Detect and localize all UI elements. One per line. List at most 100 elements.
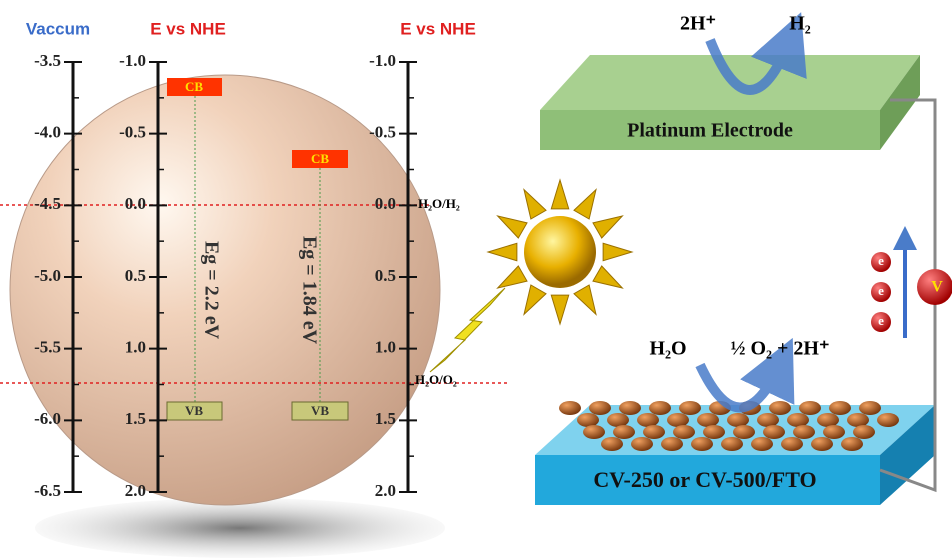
cb-label: CB: [311, 151, 329, 166]
vb-box: [166, 401, 223, 421]
particle: [661, 437, 683, 451]
tick-label: -5.5: [34, 338, 61, 357]
tick-label: -4.5: [34, 194, 61, 213]
tick-label: -1.0: [119, 51, 146, 70]
tick-label: -0.5: [119, 123, 146, 142]
particle: [751, 437, 773, 451]
particle: [853, 425, 875, 439]
particle: [613, 425, 635, 439]
particle: [637, 413, 659, 427]
particle: [691, 437, 713, 451]
tick-label: -6.5: [34, 481, 61, 500]
tick-label: -5.0: [34, 266, 61, 285]
particle: [811, 437, 833, 451]
ray: [592, 215, 624, 239]
ray: [550, 178, 570, 210]
reactant: 2H⁺: [680, 13, 716, 35]
fto-front: [535, 455, 880, 505]
cb-label: CB: [185, 79, 203, 94]
cb-box: [167, 78, 222, 96]
particle: [781, 437, 803, 451]
particle: [877, 413, 899, 427]
particle: [643, 425, 665, 439]
product: H₂: [789, 13, 811, 35]
product: ½ O₂ + 2H⁺: [730, 338, 829, 360]
vb-label: VB: [185, 403, 203, 418]
tick-label: 1.5: [375, 409, 396, 428]
particle: [601, 437, 623, 451]
electron: [871, 282, 891, 302]
ray: [573, 284, 597, 316]
arrow: [695, 337, 795, 413]
particles: [559, 401, 899, 451]
particle: [763, 425, 785, 439]
reactant: H₂O: [649, 338, 686, 360]
electron: [871, 312, 891, 332]
electron-label: e: [878, 283, 884, 298]
particle: [607, 413, 629, 427]
axis-title: E vs NHE: [150, 19, 226, 38]
particle: [769, 401, 791, 415]
particle: [817, 413, 839, 427]
particle: [619, 401, 641, 415]
particle: [733, 425, 755, 439]
particle: [793, 425, 815, 439]
tick-label: -3.5: [34, 51, 61, 70]
meter: [917, 269, 952, 305]
ray: [496, 265, 528, 289]
vb-label: VB: [311, 403, 329, 418]
particle: [559, 401, 581, 415]
lightning: [429, 287, 506, 373]
particle: [727, 413, 749, 427]
gap-label: Eg = 1.84 eV: [298, 236, 320, 345]
particle: [847, 413, 869, 427]
fto-label: CV-250 or CV-500/FTO: [593, 467, 816, 492]
cb-box: [292, 150, 348, 168]
tick-label: -4.0: [34, 123, 61, 142]
tick-label: 1.0: [375, 338, 396, 357]
ray: [550, 294, 570, 326]
particle: [859, 401, 881, 415]
electrode-front: [540, 110, 880, 150]
sun: [486, 178, 634, 326]
level-label: H₂O/H₂: [418, 196, 460, 211]
tick-label: 0.0: [125, 194, 146, 213]
particle: [721, 437, 743, 451]
arrow: [705, 12, 807, 95]
tick-label: 1.5: [125, 409, 146, 428]
ray: [592, 265, 624, 289]
particle: [583, 425, 605, 439]
particle: [649, 401, 671, 415]
tick-label: -6.0: [34, 409, 61, 428]
tick-label: 2.0: [375, 481, 396, 500]
electron-label: e: [878, 313, 884, 328]
gap-label: Eg = 2.2 eV: [200, 241, 222, 340]
sphere: [9, 74, 441, 506]
particle: [589, 401, 611, 415]
ray: [523, 188, 547, 220]
fto-side: [880, 405, 935, 505]
electrode-side: [880, 55, 920, 150]
ray: [602, 242, 634, 262]
meter-label: V: [931, 279, 943, 296]
tick-label: -1.0: [369, 51, 396, 70]
particle: [703, 425, 725, 439]
level-label: H₂O/O₂: [415, 372, 457, 387]
shadow: [35, 498, 445, 558]
particle: [679, 401, 701, 415]
vb-box: [291, 401, 349, 421]
ray: [486, 242, 518, 262]
tick-label: 0.0: [375, 194, 396, 213]
ray: [523, 284, 547, 316]
tick-label: -0.5: [369, 123, 396, 142]
particle: [841, 437, 863, 451]
axis-title: Vaccum: [26, 19, 90, 38]
ray: [496, 215, 528, 239]
particle: [697, 413, 719, 427]
tick-label: 0.5: [375, 266, 396, 285]
particle: [667, 413, 689, 427]
electron-label: e: [878, 253, 884, 268]
particle: [673, 425, 695, 439]
particle: [823, 425, 845, 439]
